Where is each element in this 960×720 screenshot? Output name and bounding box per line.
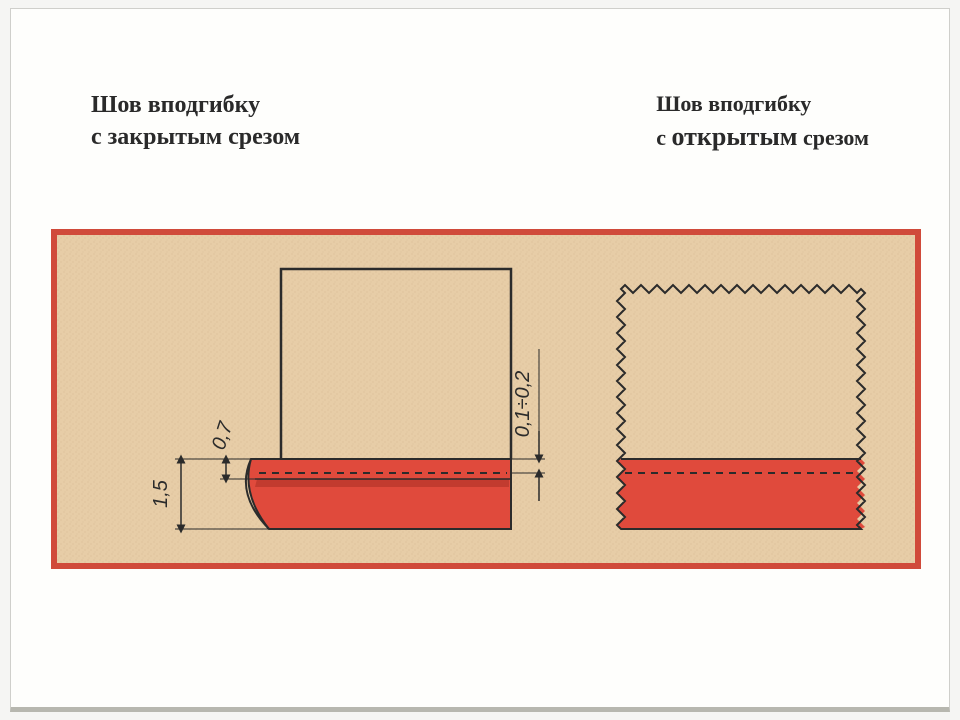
svg-text:1,5: 1,5 [150, 479, 172, 508]
title-left-line2: с закрытым срезом [91, 124, 300, 150]
slide-frame: Шов вподгибку с закрытым срезом Шов впод… [10, 8, 950, 712]
title-left: Шов вподгибку с закрытым срезом [91, 89, 300, 154]
titles-row: Шов вподгибку с закрытым срезом Шов впод… [91, 89, 869, 154]
svg-text:0,1÷0,2: 0,1÷0,2 [512, 371, 534, 438]
diagram-svg: 1,50,70,1÷0,2 [51, 229, 921, 569]
title-right-line1: Шов вподгибку [656, 91, 811, 116]
title-left-line1: Шов вподгибку [91, 92, 260, 118]
title-right-big: открытым [672, 122, 798, 151]
title-right-suffix: срезом [797, 125, 869, 150]
title-right: Шов вподгибку с открытым срезом [656, 89, 869, 154]
title-right-prefix: с [656, 125, 671, 150]
diagram-panel: 1,50,70,1÷0,2 [51, 229, 921, 569]
